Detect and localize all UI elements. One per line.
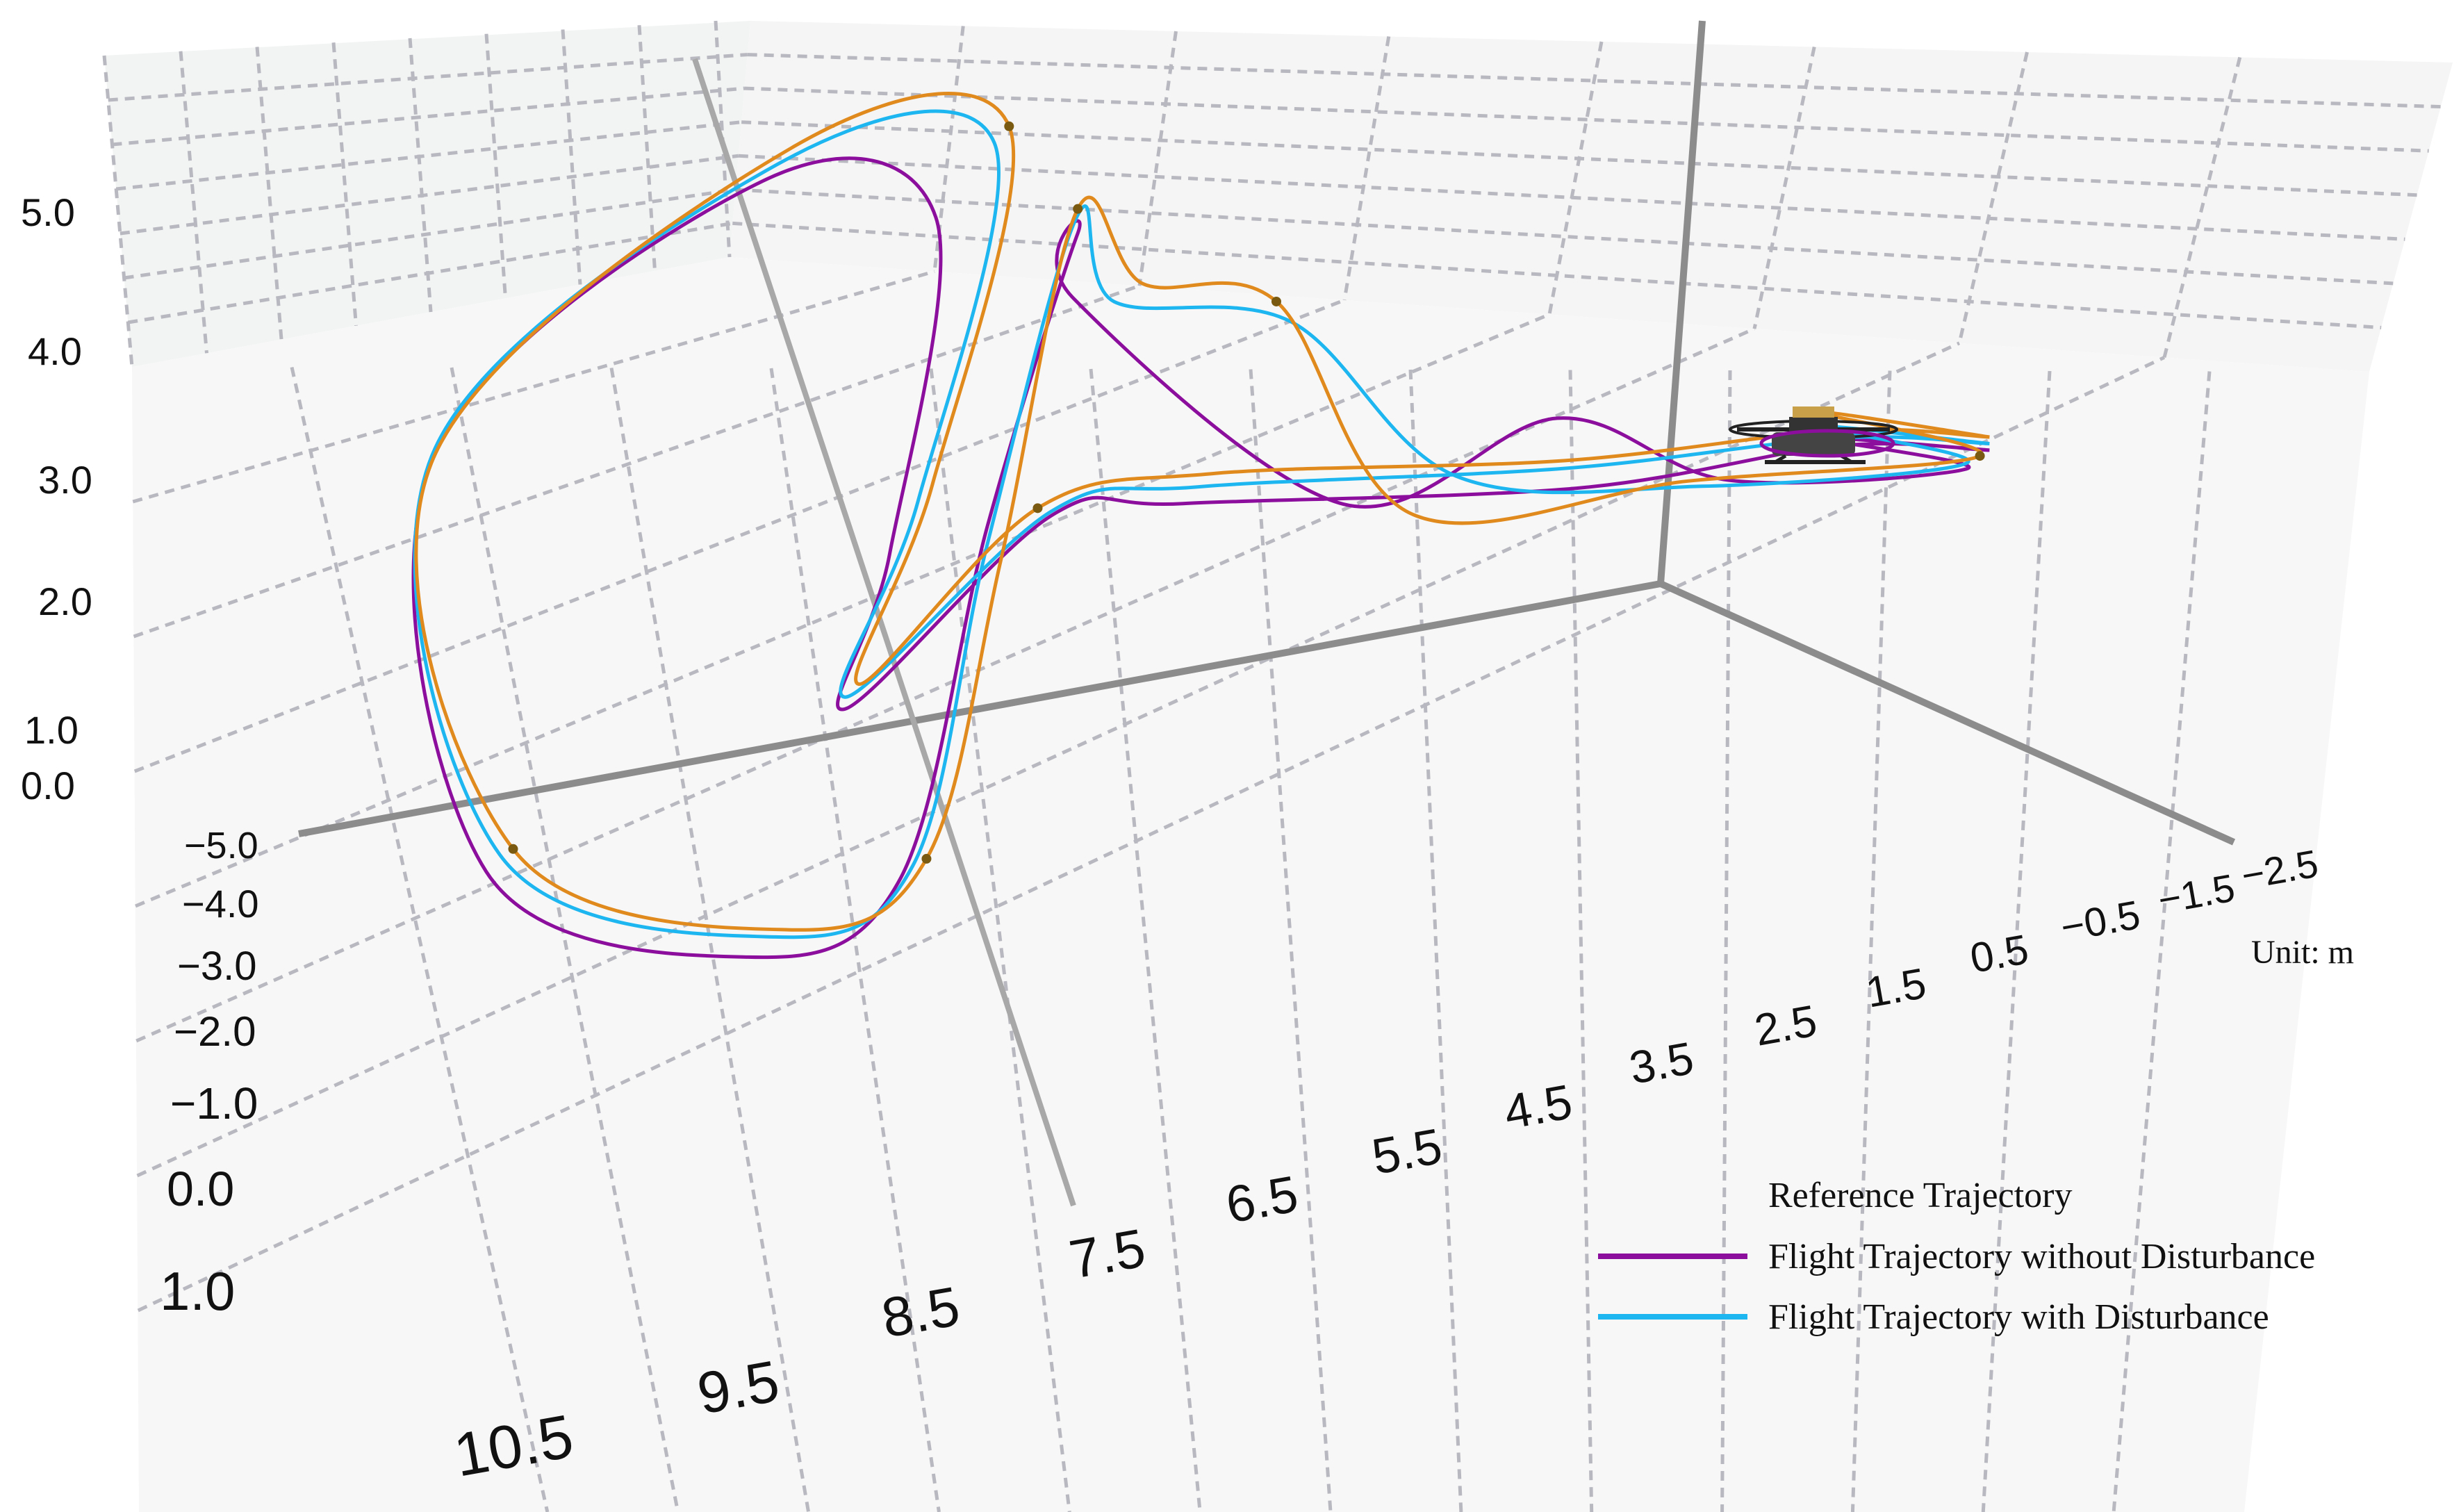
- reference-marker: [1975, 451, 1985, 461]
- grid-line: [1342, 36, 1391, 301]
- series-line-1: [411, 156, 1990, 960]
- x-tick-label: 8.5: [877, 1275, 964, 1349]
- grid-line: [769, 368, 941, 1512]
- grid-line: [135, 327, 1756, 1043]
- grid-line: [135, 313, 1550, 908]
- grid-line: [1720, 370, 1732, 1512]
- y-tick-label: −5.0: [184, 825, 258, 866]
- grid-line: [290, 366, 550, 1512]
- z-tick-label: 0.0: [21, 764, 75, 807]
- y-tick-label: 0.0: [167, 1162, 234, 1216]
- grid-line: [561, 29, 582, 285]
- grid-line: [1408, 369, 1463, 1512]
- grid-line: [112, 86, 745, 147]
- grid-line: [1850, 370, 1892, 1512]
- grid-line: [2162, 56, 2242, 358]
- reference-marker: [1271, 296, 1281, 306]
- grid-line: [1752, 46, 1816, 329]
- grid-line: [120, 154, 739, 236]
- y-tick-label: 1.0: [160, 1260, 235, 1322]
- y-tick-label: −2.0: [174, 1008, 256, 1055]
- reference-marker: [1032, 503, 1043, 513]
- z-tick-label: 4.0: [28, 329, 82, 373]
- grid-line: [133, 284, 1140, 639]
- z-tick-label: 3.0: [38, 458, 92, 502]
- grid-axis-line: [692, 58, 1076, 1207]
- grid-line: [115, 120, 742, 191]
- z-tick-label: 1.0: [24, 708, 79, 752]
- z-axis-ticks: 0.0 1.0 2.0 3.0 4.0 5.0: [21, 190, 92, 807]
- grid-line: [1249, 369, 1333, 1512]
- grid-lines: [102, 20, 2441, 1512]
- x-tick-label: 5.5: [1368, 1119, 1446, 1185]
- main-axes: [298, 20, 2236, 1207]
- grid-line: [137, 356, 2166, 1313]
- x-tick-label: 1.5: [1862, 960, 1929, 1017]
- y-axis-line: [1658, 580, 2236, 846]
- axis-panes: [104, 21, 2453, 1512]
- trajectory-series: [411, 91, 1990, 960]
- series-line-0: [414, 91, 1990, 932]
- grid-line: [609, 368, 811, 1512]
- legend-label: Reference Trajectory: [1768, 1176, 2072, 1215]
- series-line-2: [413, 109, 1990, 939]
- grid-line: [124, 188, 736, 280]
- y-tick-label: −1.0: [170, 1078, 258, 1128]
- x-tick-label: 4.5: [1500, 1074, 1576, 1140]
- grid-line: [179, 51, 208, 354]
- grid-line: [744, 86, 2429, 153]
- y-tick-label: −3.0: [177, 944, 257, 989]
- x-tick-label: 2.5: [1751, 995, 1820, 1055]
- grid-line: [408, 38, 433, 313]
- floor-pane: [132, 257, 2369, 1512]
- drone-icon: [1729, 406, 1898, 464]
- x-tick-label: 6.5: [1221, 1165, 1302, 1234]
- grid-line: [102, 55, 134, 368]
- x-axis-line: [298, 580, 1661, 837]
- grid-line: [484, 33, 507, 299]
- grid-line: [132, 270, 935, 504]
- grid-line: [2112, 371, 2212, 1512]
- grid-line: [1137, 31, 1178, 286]
- legend-label: Flight Trajectory with Disturbance: [1768, 1297, 2269, 1337]
- y-axis-ticks: −5.0 −4.0 −3.0 −2.0 −1.0 0.0 1.0: [160, 825, 259, 1322]
- z-axis-line: [1657, 20, 1706, 584]
- y-tick-label: −4.0: [182, 882, 259, 926]
- legend: Reference Trajectory Flight Trajectory wi…: [1598, 1176, 2315, 1337]
- grid-line: [929, 368, 1071, 1512]
- reference-marker: [1073, 204, 1083, 214]
- grid-line: [1547, 41, 1604, 315]
- side-pane: [730, 21, 2453, 372]
- reference-marker: [508, 844, 518, 854]
- z-tick-label: 2.0: [38, 580, 92, 623]
- x-tick-label: 3.5: [1626, 1032, 1697, 1094]
- grid-line: [1089, 368, 1202, 1512]
- x-tick-label: 7.5: [1065, 1217, 1150, 1290]
- grid-line: [1568, 370, 1594, 1512]
- x-tick-label: 0.5: [1967, 926, 2032, 981]
- grid-line: [331, 42, 358, 326]
- x-tick-label: 9.5: [693, 1348, 784, 1427]
- unit-label: Unit: m: [2251, 934, 2354, 971]
- grid-line: [637, 25, 657, 271]
- grid-line: [450, 367, 680, 1512]
- reference-marker: [1004, 121, 1014, 131]
- reference-marker: [921, 853, 932, 864]
- z-tick-label: 5.0: [21, 190, 75, 234]
- legend-label: Flight Trajectory without Disturbance: [1768, 1237, 2315, 1276]
- grid-line: [127, 221, 733, 324]
- grid-line: [108, 53, 748, 102]
- grid-line: [1981, 370, 2052, 1512]
